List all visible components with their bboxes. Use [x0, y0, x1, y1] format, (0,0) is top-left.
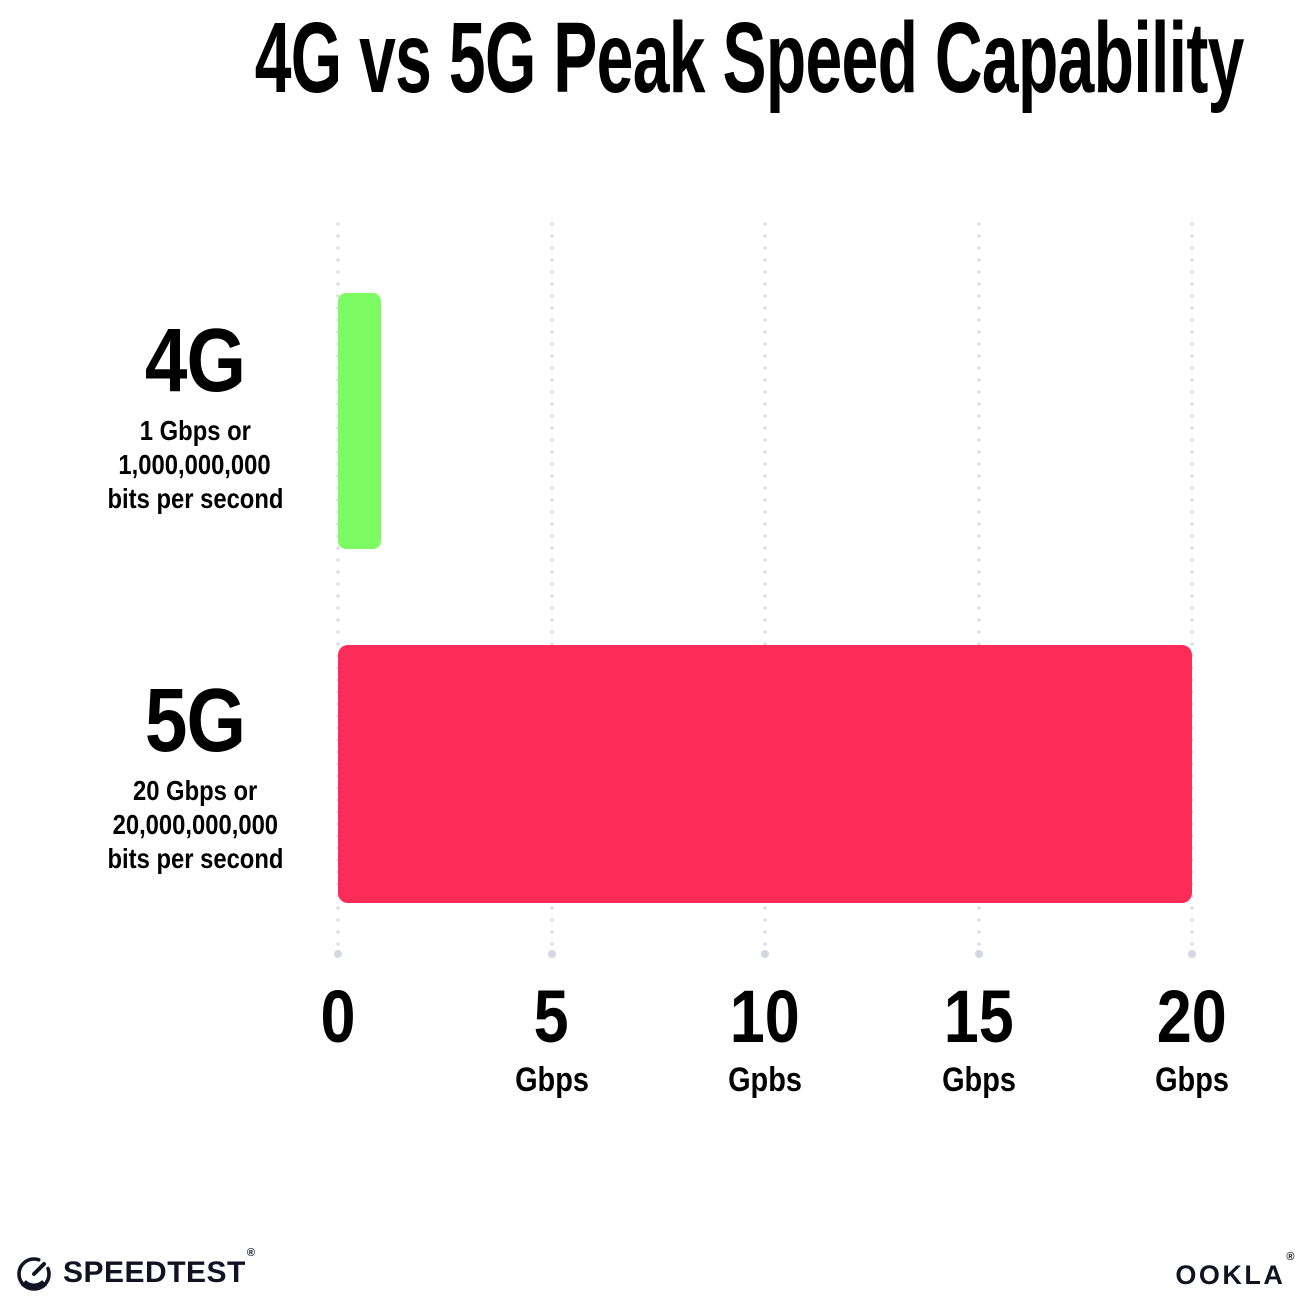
x-tick-value: 15: [943, 975, 1014, 1058]
ookla-trademark: ®: [1286, 1251, 1297, 1263]
gridline-15: [974, 222, 983, 958]
ookla-logo: OOKLA®: [1175, 1251, 1296, 1291]
x-tick-value: 0: [320, 975, 356, 1058]
row-label-5g-sub-3: bits per second: [107, 842, 283, 874]
gridline-5: [547, 222, 556, 958]
x-tick-20: 20 Gbps: [1149, 980, 1236, 1100]
bar-4g: [338, 293, 381, 549]
row-label-4g-sub-2: 1,000,000,000: [118, 448, 272, 480]
x-tick-unit: Gbps: [941, 1061, 1016, 1099]
speedtest-trademark: ®: [246, 1247, 256, 1259]
chart-title: 4G vs 5G Peak Speed Capability: [0, 8, 1308, 108]
row-label-5g-title: 5G: [144, 671, 246, 771]
speedtest-logo: SPEEDTEST®: [14, 1247, 256, 1293]
x-tick-15: 15 Gbps: [935, 980, 1022, 1100]
chart-title-text: 4G vs 5G Peak Speed Capability: [254, 2, 1245, 114]
x-tick-unit: Gpbs: [728, 1061, 802, 1099]
speedtest-gauge-icon: [17, 1257, 51, 1291]
plot-area: [334, 222, 1196, 958]
ookla-wordmark: OOKLA: [1175, 1260, 1286, 1290]
x-tick-5: 5 Gbps: [508, 980, 595, 1100]
gridline-20: [1188, 222, 1196, 958]
row-label-4g-sub-3: bits per second: [107, 482, 283, 514]
row-label-4g: 4G 1 Gbps or 1,000,000,000 bits per seco…: [66, 311, 324, 516]
x-tick-value: 20: [1157, 975, 1227, 1058]
x-tick-value: 5: [534, 975, 569, 1058]
x-tick-value: 10: [730, 975, 800, 1058]
row-label-4g-sub-1: 1 Gbps or: [139, 414, 251, 446]
row-label-5g-sub-1: 20 Gbps or: [132, 774, 258, 806]
x-tick-unit: Gbps: [1155, 1061, 1229, 1099]
x-axis: 0 5 Gbps 10 Gpbs 15 Gbps 20 Gbps: [321, 980, 1229, 1100]
x-tick-0: 0: [317, 980, 358, 1054]
x-tick-10: 10 Gpbs: [722, 980, 809, 1100]
bar-5g: [338, 645, 1192, 903]
gridline-10: [761, 222, 769, 958]
x-tick-unit: Gbps: [514, 1061, 589, 1099]
row-label-4g-title: 4G: [144, 311, 246, 411]
speedtest-wordmark: SPEEDTEST®: [63, 1247, 256, 1289]
row-label-5g-sub-2: 20,000,000,000: [112, 808, 278, 840]
gridline-0: [334, 222, 342, 958]
row-label-5g: 5G 20 Gbps or 20,000,000,000 bits per se…: [66, 671, 324, 876]
